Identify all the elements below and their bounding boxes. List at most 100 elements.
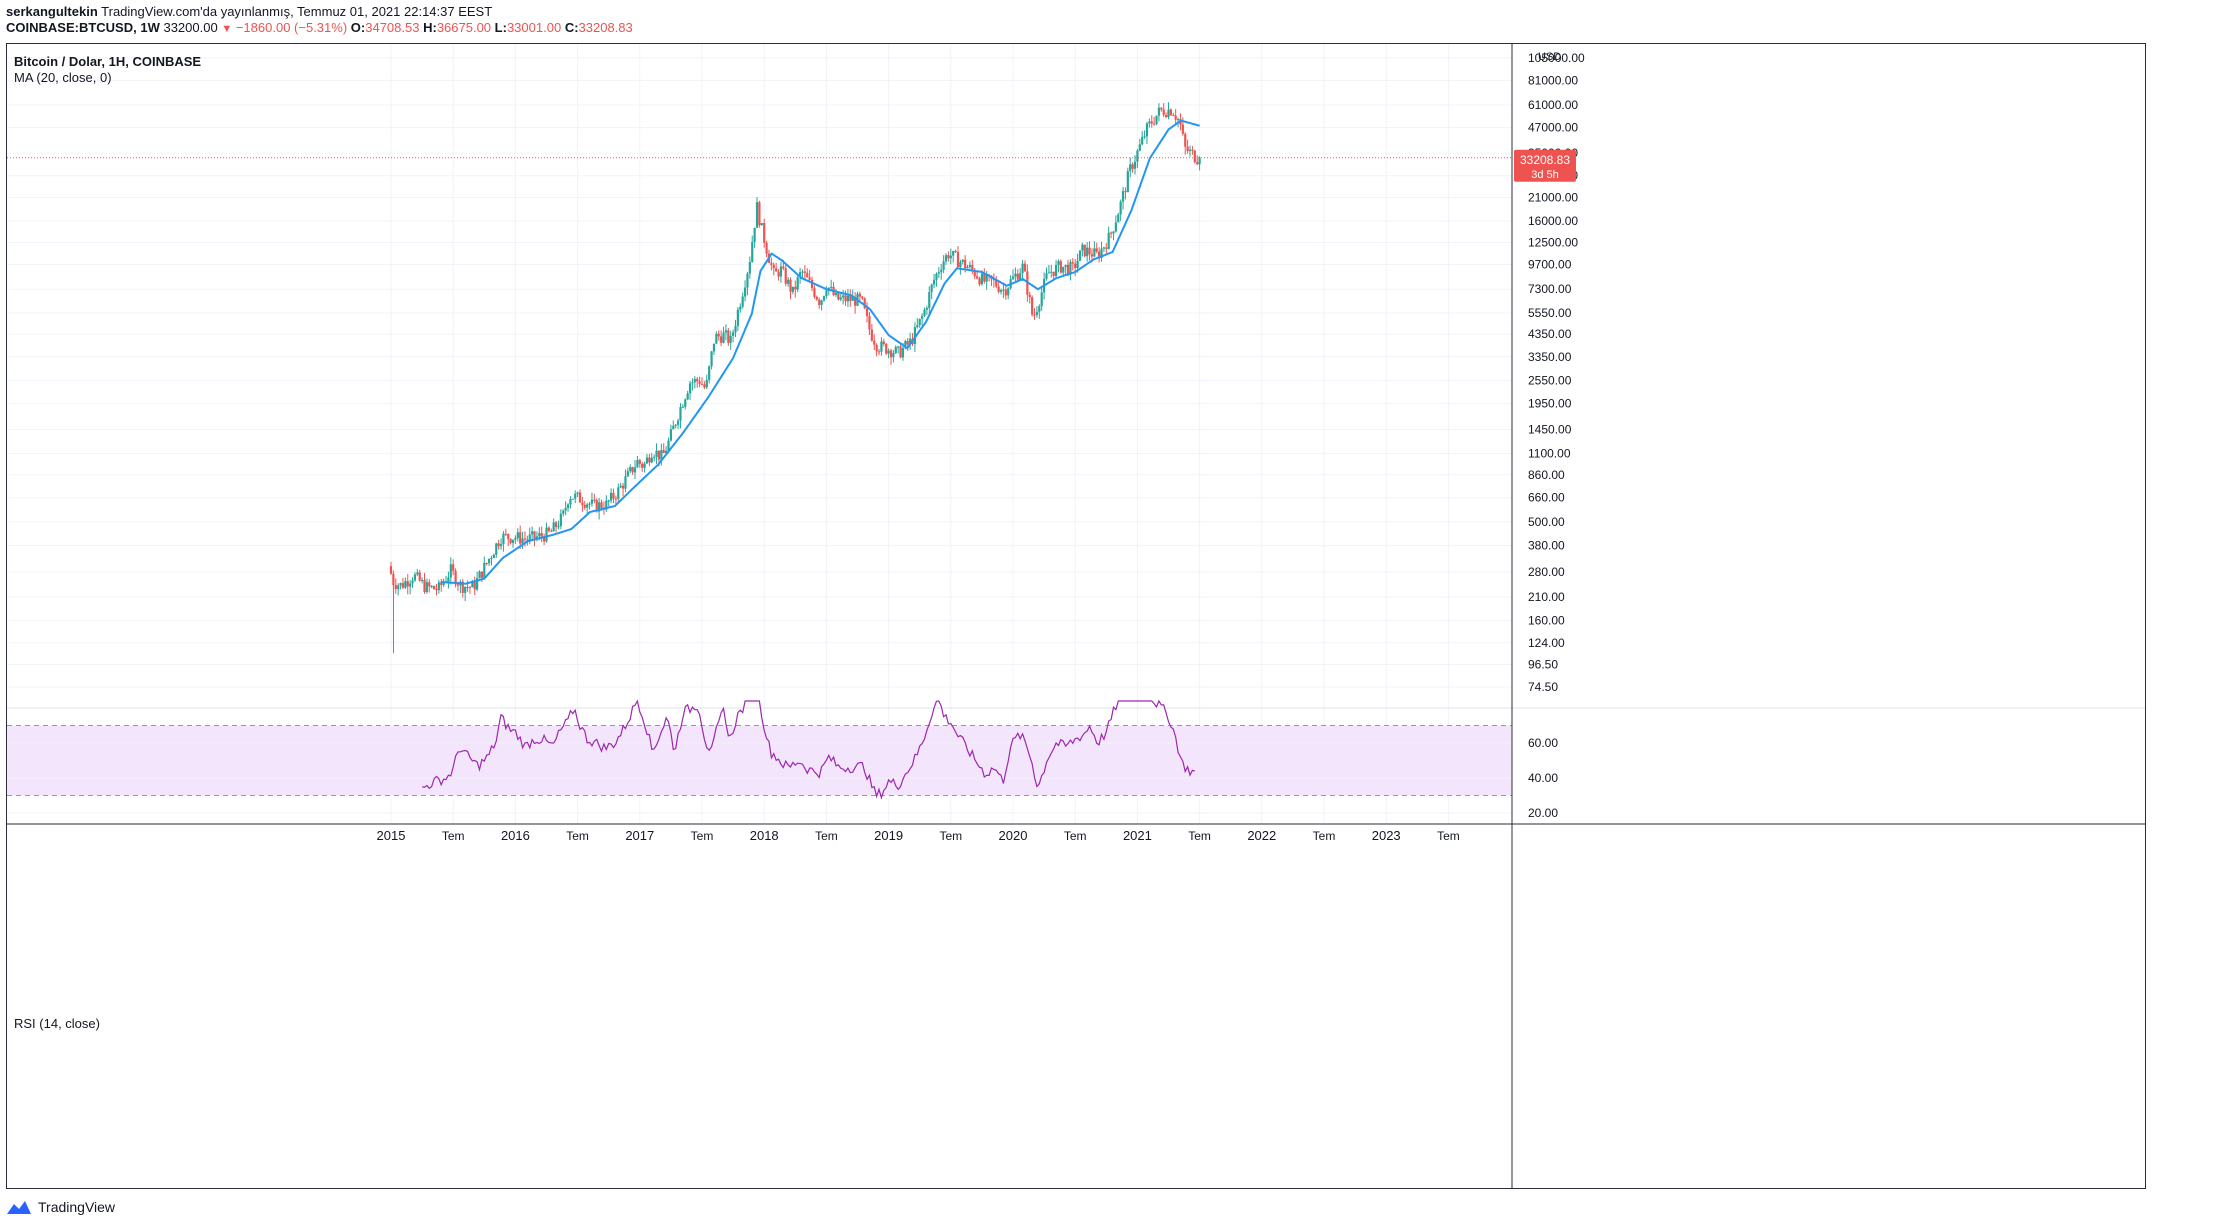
legend-ma[interactable]: MA (20, close, 0) [14, 70, 112, 85]
time-tick-label: Tem [442, 829, 465, 843]
price-tick-label: 1950.00 [1528, 397, 1572, 411]
candle-body [995, 280, 998, 287]
candle-body [545, 527, 548, 542]
price-tick-label: 3350.00 [1528, 350, 1572, 364]
candle-body [906, 341, 909, 345]
candle-body [468, 587, 472, 589]
candle-body [736, 309, 739, 326]
candle-body [1095, 248, 1098, 252]
candle-body [1031, 297, 1034, 315]
candle-body [641, 463, 644, 468]
candle-body [1188, 149, 1192, 152]
candle-body [552, 522, 555, 532]
candle-body [961, 259, 964, 262]
candle-body [875, 344, 878, 352]
candle-body [442, 582, 445, 585]
candle-body [607, 500, 610, 502]
candle-body [892, 352, 895, 358]
rsi-band [7, 725, 1512, 796]
candle-body [784, 268, 787, 284]
candle-body [923, 309, 926, 316]
price-tick-label: 160.00 [1528, 614, 1565, 628]
candle-body [755, 202, 759, 228]
candle-body [944, 255, 948, 262]
candle-body [882, 341, 885, 344]
candle-body [772, 264, 775, 269]
candle-body [830, 286, 833, 288]
chart-frame[interactable]: 105000.0081000.0061000.0047000.0035000.0… [6, 43, 2146, 1189]
candle-body [497, 543, 500, 547]
candle-body [1181, 124, 1184, 134]
candle-body [959, 261, 962, 267]
candle-body [942, 261, 945, 270]
candle-body [968, 264, 972, 267]
candle-body [1167, 109, 1170, 118]
candle-body [854, 296, 857, 306]
candle-body [413, 574, 417, 581]
candle-body [983, 273, 986, 282]
candle-body [684, 399, 687, 407]
candle-body [770, 262, 773, 265]
last-price: 33200.00 [163, 20, 218, 35]
candle-body [1133, 161, 1137, 169]
candle-body [1062, 266, 1065, 273]
candle-body [564, 507, 567, 511]
candle-body [612, 492, 615, 499]
time-tick-label: 2019 [874, 828, 903, 843]
legend-symbol[interactable]: Bitcoin / Dolar, 1H, COINBASE [14, 54, 202, 69]
candle-body [401, 583, 405, 588]
candle-body [1124, 191, 1127, 193]
candle-body [925, 307, 928, 310]
candle-body [686, 393, 689, 400]
candle-body [461, 581, 464, 593]
candle-body [576, 492, 579, 494]
candle-body [411, 580, 414, 584]
legend-rsi[interactable]: RSI (14, close) [14, 1016, 100, 1031]
time-tick-label: 2020 [999, 828, 1028, 843]
candle-body [1105, 247, 1108, 249]
candle-body [590, 499, 594, 504]
candle-body [593, 499, 596, 501]
candle-body [1145, 123, 1149, 137]
candle-body [732, 332, 735, 336]
candle-body [722, 332, 725, 343]
candle-body [1131, 164, 1134, 169]
candle-body [614, 498, 617, 500]
candle-body [865, 308, 869, 317]
candle-body [660, 450, 663, 460]
candle-body [729, 335, 732, 343]
published-text: TradingView.com'da yayınlanmış, Temmuz 0… [101, 4, 493, 19]
candle-body [437, 582, 440, 591]
candle-body [712, 343, 716, 352]
candle-body [1064, 264, 1067, 267]
candle-body [1155, 115, 1158, 124]
candle-body [815, 296, 818, 300]
candle-body [1014, 273, 1017, 277]
candle-body [662, 450, 665, 453]
candle-body [868, 316, 871, 330]
candle-body [1028, 294, 1031, 298]
candle-body [976, 276, 979, 279]
candle-body [581, 502, 584, 505]
candle-body [846, 295, 850, 302]
candle-body [626, 471, 629, 477]
candle-body [1117, 214, 1120, 223]
candle-body [1191, 149, 1194, 151]
open-value: 34708.53 [365, 20, 420, 35]
candle-body [971, 264, 974, 270]
candle-body [822, 296, 826, 301]
candle-body [858, 293, 861, 297]
rsi-tick-label: 60.00 [1528, 736, 1558, 750]
time-tick-label: Tem [815, 829, 838, 843]
candle-body [1086, 247, 1089, 257]
rsi-tick-label: 40.00 [1528, 771, 1558, 785]
candle-body [1109, 232, 1113, 234]
candle-body [643, 463, 646, 468]
chart-canvas[interactable]: 105000.0081000.0061000.0047000.0035000.0… [7, 44, 2145, 1188]
time-tick-label: Tem [1064, 829, 1087, 843]
candle-body [794, 286, 797, 290]
candle-body [449, 564, 452, 578]
candle-body [487, 558, 491, 564]
candle-body [399, 583, 402, 586]
candle-body [667, 440, 670, 451]
